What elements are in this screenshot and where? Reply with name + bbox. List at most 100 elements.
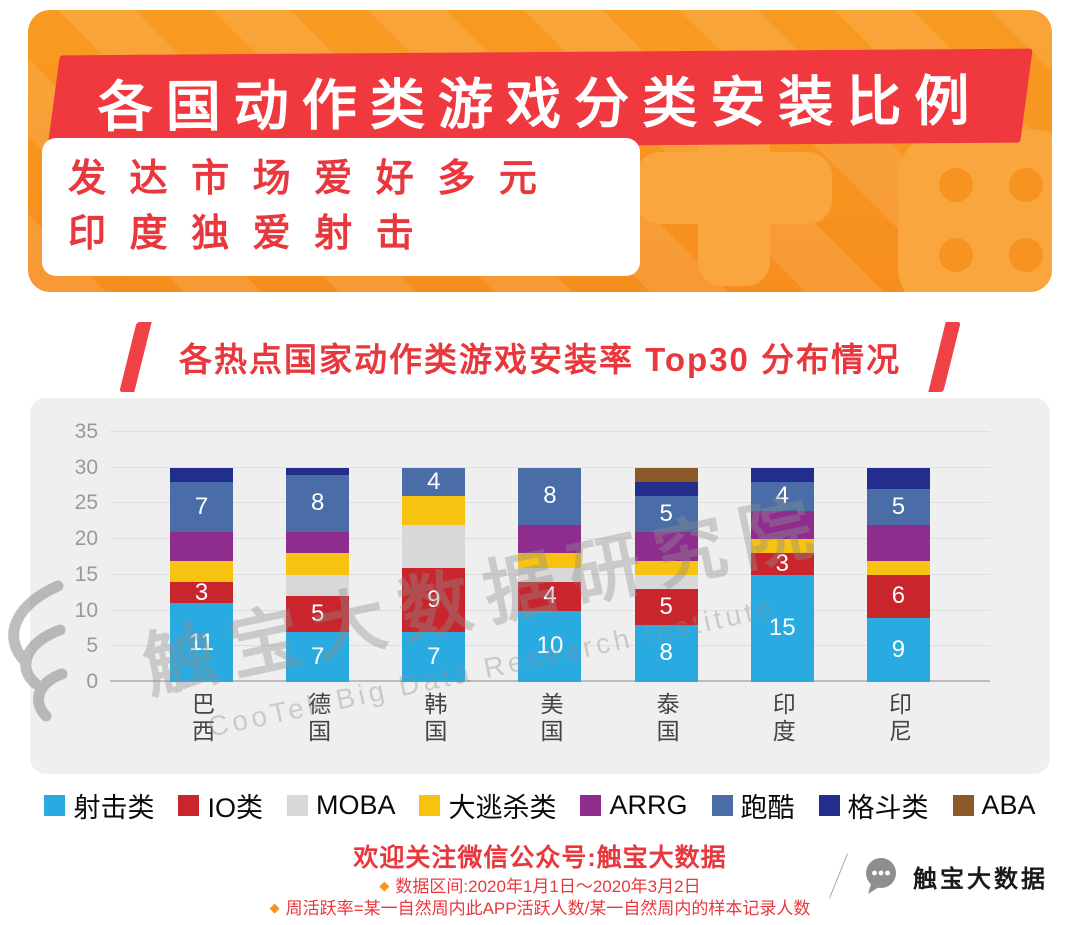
segment-ARRG bbox=[170, 532, 233, 561]
y-tick-label: 35 bbox=[74, 420, 98, 443]
segment-格斗类 bbox=[170, 467, 233, 483]
subtitle-line1: 发达市场爱好多元 bbox=[68, 158, 561, 200]
bar-德国: 7 5 8 德国 bbox=[286, 432, 350, 746]
x-axis-label: 印度 bbox=[769, 692, 796, 746]
segment-MOBA bbox=[286, 574, 350, 597]
segment-ARRG bbox=[866, 524, 930, 561]
diamond-bullet-icon: ◆ bbox=[379, 878, 390, 893]
legend-swatch bbox=[580, 795, 602, 816]
legend-label: 射击类 bbox=[73, 793, 155, 823]
subtitle-line2: 印度独爱射击 bbox=[68, 213, 438, 256]
segment-IO类: 5 bbox=[634, 589, 698, 625]
legend-item-跑酷: 跑酷 bbox=[711, 786, 795, 825]
segment-MOBA bbox=[402, 524, 466, 568]
legend-swatch bbox=[178, 795, 200, 816]
x-axis-label: 印尼 bbox=[885, 692, 912, 746]
segment-格斗类 bbox=[866, 467, 930, 490]
x-axis-label: 韩国 bbox=[420, 692, 447, 746]
segment-大逃杀类 bbox=[518, 553, 582, 568]
chart-card: 0 5 10 15 20 25 30 35 11 3 7 巴西 7 5 8 德国 7 9 4 韩国 10 4 8 美国 8 5 5… bbox=[30, 398, 1050, 774]
y-tick-label: 10 bbox=[74, 598, 98, 622]
footer-note-2-text: 周活跃率=某一自然周内此APP活跃人数/某一自然周内的样本记录人数 bbox=[285, 899, 811, 918]
y-tick-label: 15 bbox=[74, 562, 98, 586]
header-card: 各国动作类游戏分类安装比例 发达市场爱好多元 印度独爱射击 bbox=[28, 10, 1052, 292]
legend-item-IO类: IO类 bbox=[178, 786, 263, 825]
segment-射击类: 10 bbox=[518, 610, 582, 682]
x-axis-label: 巴西 bbox=[188, 692, 215, 746]
segment-ARRG bbox=[634, 532, 698, 561]
bar-stack: 15 3 4 bbox=[750, 467, 814, 682]
segment-格斗类 bbox=[286, 467, 350, 475]
segment-ABA bbox=[634, 467, 698, 483]
legend-label: ABA bbox=[981, 790, 1036, 820]
legend-item-大逃杀类: 大逃杀类 bbox=[419, 786, 556, 825]
legend-item-MOBA: MOBA bbox=[286, 790, 396, 821]
segment-ARRG bbox=[750, 510, 814, 540]
legend-label: MOBA bbox=[315, 790, 396, 820]
segment-大逃杀类 bbox=[634, 560, 698, 575]
bar-泰国: 8 5 5 泰国 bbox=[634, 432, 698, 746]
chart-title-banner: 各热点国家动作类游戏安装率 Top30 分布情况 bbox=[119, 322, 961, 392]
legend-swatch bbox=[419, 795, 441, 816]
segment-IO类: 9 bbox=[402, 567, 466, 632]
segment-IO类: 6 bbox=[866, 574, 930, 618]
segment-射击类: 8 bbox=[634, 624, 698, 682]
segment-大逃杀类 bbox=[170, 560, 233, 583]
legend-swatch bbox=[711, 795, 733, 816]
x-axis-label: 美国 bbox=[536, 692, 563, 746]
segment-射击类: 9 bbox=[866, 617, 930, 682]
legend-swatch bbox=[286, 795, 308, 816]
segment-跑酷: 4 bbox=[750, 482, 814, 511]
legend-swatch bbox=[818, 795, 840, 816]
legend-item-射击类: 射击类 bbox=[44, 786, 154, 825]
x-axis-label: 泰国 bbox=[653, 692, 680, 746]
segment-ARRG bbox=[286, 532, 350, 554]
y-tick-label: 25 bbox=[74, 491, 98, 515]
bar-韩国: 7 9 4 韩国 bbox=[402, 432, 466, 746]
legend-label: IO类 bbox=[207, 793, 263, 823]
y-tick-label: 0 bbox=[86, 670, 98, 693]
legend-item-格斗类: 格斗类 bbox=[818, 786, 929, 825]
chart-banner-wrap: 各热点国家动作类游戏安装率 Top30 分布情况 bbox=[0, 322, 1080, 392]
segment-跑酷: 8 bbox=[518, 467, 582, 525]
segment-格斗类 bbox=[634, 482, 698, 497]
gamepad-icon bbox=[636, 90, 1052, 292]
bar-stack: 10 4 8 bbox=[518, 467, 582, 682]
segment-大逃杀类 bbox=[750, 539, 814, 554]
legend: 射击类 IO类 MOBA 大逃杀类 ARRG 跑酷 格斗类 ABA bbox=[0, 786, 1080, 825]
plot-area: 0 5 10 15 20 25 30 35 11 3 7 巴西 7 5 8 德国 7 9 4 韩国 10 4 8 美国 8 5 5… bbox=[75, 420, 990, 746]
segment-射击类: 11 bbox=[170, 603, 233, 682]
segment-跑酷: 7 bbox=[170, 482, 233, 533]
segment-IO类: 4 bbox=[518, 582, 582, 611]
page-title: 各国动作类游戏分类安装比例 bbox=[97, 69, 983, 139]
bar-印度: 15 3 4 印度 bbox=[750, 432, 814, 746]
chart-title: 各热点国家动作类游戏安装率 Top30 分布情况 bbox=[178, 341, 902, 378]
segment-ARRG bbox=[518, 524, 582, 554]
segment-大逃杀类 bbox=[866, 560, 930, 575]
legend-item-ARRG: ARRG bbox=[580, 790, 688, 821]
segment-大逃杀类 bbox=[286, 553, 350, 575]
segment-IO类: 3 bbox=[170, 580, 233, 604]
footer-note-1: ◆ 数据区间:2020年1月1日～2020年3月2日 bbox=[0, 872, 1080, 897]
diamond-bullet-icon: ◆ bbox=[269, 900, 280, 915]
legend-label: ARRG bbox=[609, 790, 688, 820]
segment-IO类: 5 bbox=[286, 596, 350, 632]
legend-label: 格斗类 bbox=[847, 793, 929, 823]
y-tick-label: 5 bbox=[86, 634, 98, 658]
cootek-logo-icon bbox=[866, 858, 896, 894]
y-tick-label: 30 bbox=[74, 455, 98, 479]
segment-MOBA bbox=[518, 567, 582, 583]
watermark-logo-glyph bbox=[8, 580, 68, 722]
footer-note-1-text: 数据区间:2020年1月1日～2020年3月2日 bbox=[395, 877, 701, 896]
gridline bbox=[110, 431, 990, 432]
segment-射击类: 15 bbox=[750, 574, 814, 682]
segment-跑酷: 8 bbox=[286, 474, 350, 533]
segment-MOBA bbox=[634, 574, 698, 590]
chart-title-inner: 各热点国家动作类游戏安装率 Top30 分布情况 bbox=[134, 322, 946, 392]
brand: 触宝大数据 bbox=[829, 852, 1048, 900]
segment-大逃杀类 bbox=[402, 496, 466, 525]
legend-label: 跑酷 bbox=[740, 793, 795, 823]
y-tick-label: 20 bbox=[74, 527, 98, 551]
segment-跑酷: 5 bbox=[866, 489, 930, 525]
